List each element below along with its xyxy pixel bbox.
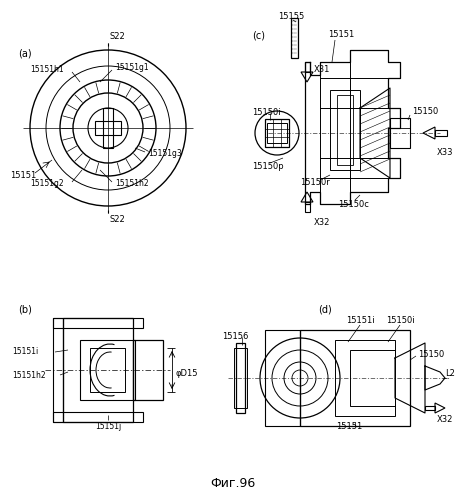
Text: 15151: 15151: [336, 422, 362, 431]
Text: 15151j: 15151j: [95, 422, 121, 431]
Text: 15151h2: 15151h2: [12, 370, 46, 380]
Bar: [291, 18, 298, 58]
Text: X32: X32: [314, 218, 330, 227]
Text: S22: S22: [110, 32, 126, 41]
Bar: [103, 108, 113, 148]
Text: 15151: 15151: [10, 170, 36, 179]
Bar: [234, 348, 247, 408]
Text: 15150: 15150: [412, 108, 438, 116]
Bar: [90, 348, 125, 392]
Text: 15151i: 15151i: [346, 316, 375, 325]
Bar: [337, 95, 353, 165]
Text: (c): (c): [252, 30, 265, 40]
Bar: [330, 90, 360, 170]
Bar: [435, 130, 447, 136]
Bar: [304, 62, 310, 72]
Bar: [304, 202, 310, 212]
Text: 15150: 15150: [418, 350, 444, 359]
Text: 15150i: 15150i: [252, 108, 281, 117]
Text: X33: X33: [437, 148, 453, 157]
Text: 15151h1: 15151h1: [30, 66, 64, 74]
Text: 15150c: 15150c: [338, 200, 369, 209]
Bar: [265, 330, 300, 426]
Text: L2: L2: [445, 368, 455, 378]
Bar: [80, 340, 135, 400]
Bar: [300, 330, 410, 426]
Text: φD15: φD15: [175, 368, 198, 378]
Text: 15150i: 15150i: [386, 316, 415, 325]
Text: 15151g2: 15151g2: [30, 178, 64, 188]
Text: 15151i: 15151i: [12, 348, 38, 356]
Text: 15151g1: 15151g1: [115, 64, 149, 72]
Text: X32: X32: [437, 415, 453, 424]
Text: 15151h2: 15151h2: [115, 178, 149, 188]
Text: 15150p: 15150p: [252, 162, 283, 171]
Bar: [335, 340, 395, 416]
Text: Фиг.96: Фиг.96: [210, 477, 255, 490]
Bar: [95, 121, 121, 135]
Text: (b): (b): [18, 305, 32, 315]
Bar: [236, 343, 245, 413]
Bar: [350, 350, 395, 406]
Text: 15150r: 15150r: [300, 178, 330, 187]
Bar: [53, 412, 143, 422]
Bar: [63, 318, 133, 422]
Bar: [267, 123, 287, 143]
Bar: [133, 340, 163, 400]
Bar: [265, 119, 289, 147]
Bar: [425, 406, 435, 410]
Text: X31: X31: [314, 65, 330, 74]
Text: 15151g3: 15151g3: [148, 148, 182, 158]
Text: (a): (a): [18, 48, 32, 58]
Text: 15156: 15156: [222, 332, 248, 341]
Text: 15151: 15151: [328, 30, 354, 39]
Bar: [53, 318, 143, 328]
Text: (d): (d): [318, 305, 332, 315]
Text: 15155: 15155: [278, 12, 304, 21]
Bar: [53, 318, 63, 422]
Bar: [390, 118, 410, 148]
Text: S22: S22: [110, 215, 126, 224]
